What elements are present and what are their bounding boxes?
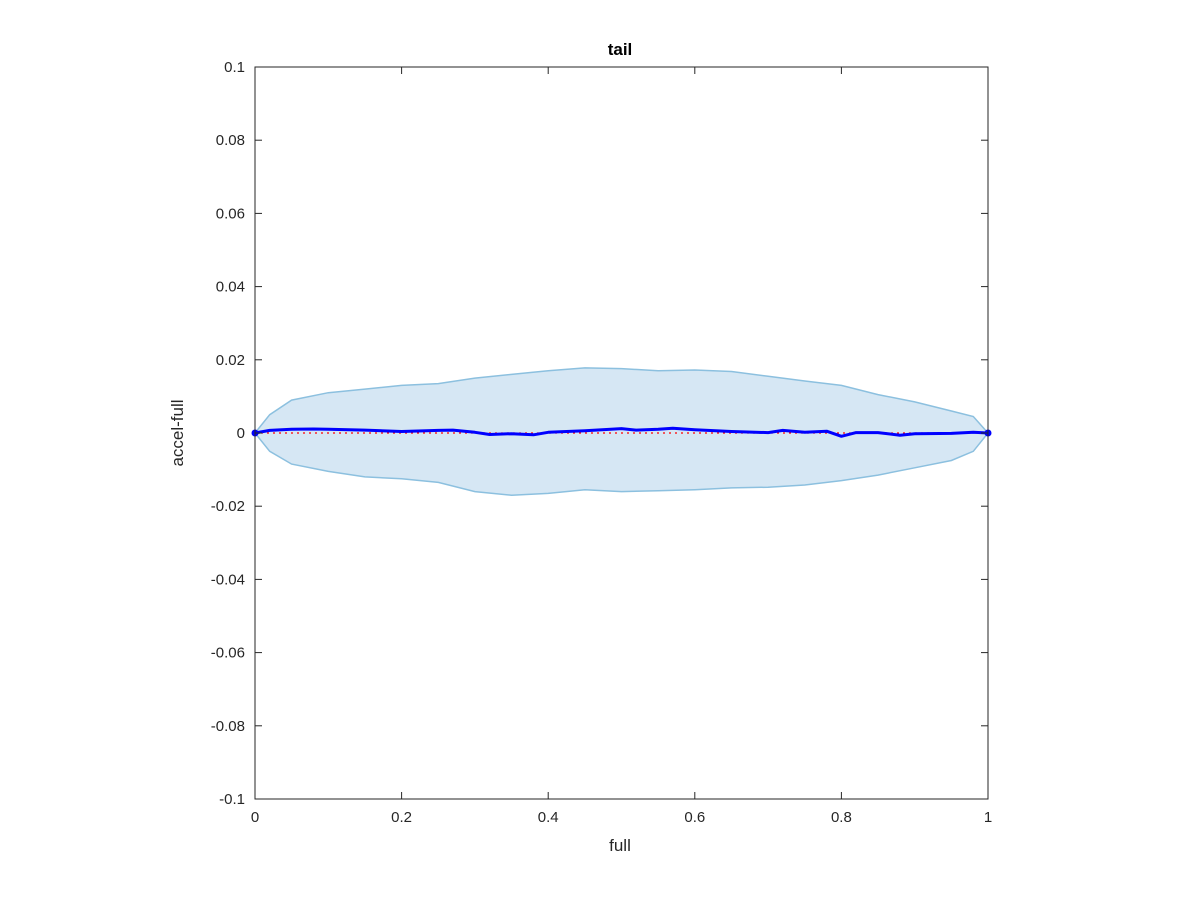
x-tick-label: 0.4 <box>538 809 559 826</box>
band-lower-edge <box>254 432 989 496</box>
y-tick-label: 0.1 <box>224 59 245 76</box>
plot-area <box>251 367 992 496</box>
y-tick-label: -0.08 <box>211 718 245 735</box>
x-tick-label: 0.2 <box>391 809 412 826</box>
axes: 0 0.2 0.4 0.6 0.8 1 -0.1 -0.08 -0.06 -0.04 -0.02 0 0… <box>211 59 992 826</box>
y-tick-label: 0.06 <box>216 205 245 222</box>
y-tick-label: 0.08 <box>216 132 245 149</box>
y-tick-label: 0 <box>237 425 245 442</box>
x-axis-label: full <box>609 836 631 855</box>
confidence-band <box>255 367 988 496</box>
y-tick-label: -0.06 <box>211 645 245 662</box>
y-axis-label: accel-full <box>168 399 187 466</box>
mean-line <box>254 426 989 438</box>
x-tick-label: 0.6 <box>684 809 705 826</box>
y-tick-label: 0.04 <box>216 279 245 296</box>
x-tick-label: 0 <box>251 809 259 826</box>
y-tick-label: -0.02 <box>211 498 245 515</box>
y-tick-label: -0.04 <box>211 571 245 588</box>
y-tick-label: 0.02 <box>216 352 245 369</box>
x-tick-label: 0.8 <box>831 809 852 826</box>
band-upper-edge <box>254 367 989 434</box>
y-tick-label: -0.1 <box>219 791 245 808</box>
chart-title: tail <box>608 40 633 59</box>
x-tick-label: 1 <box>984 809 992 826</box>
